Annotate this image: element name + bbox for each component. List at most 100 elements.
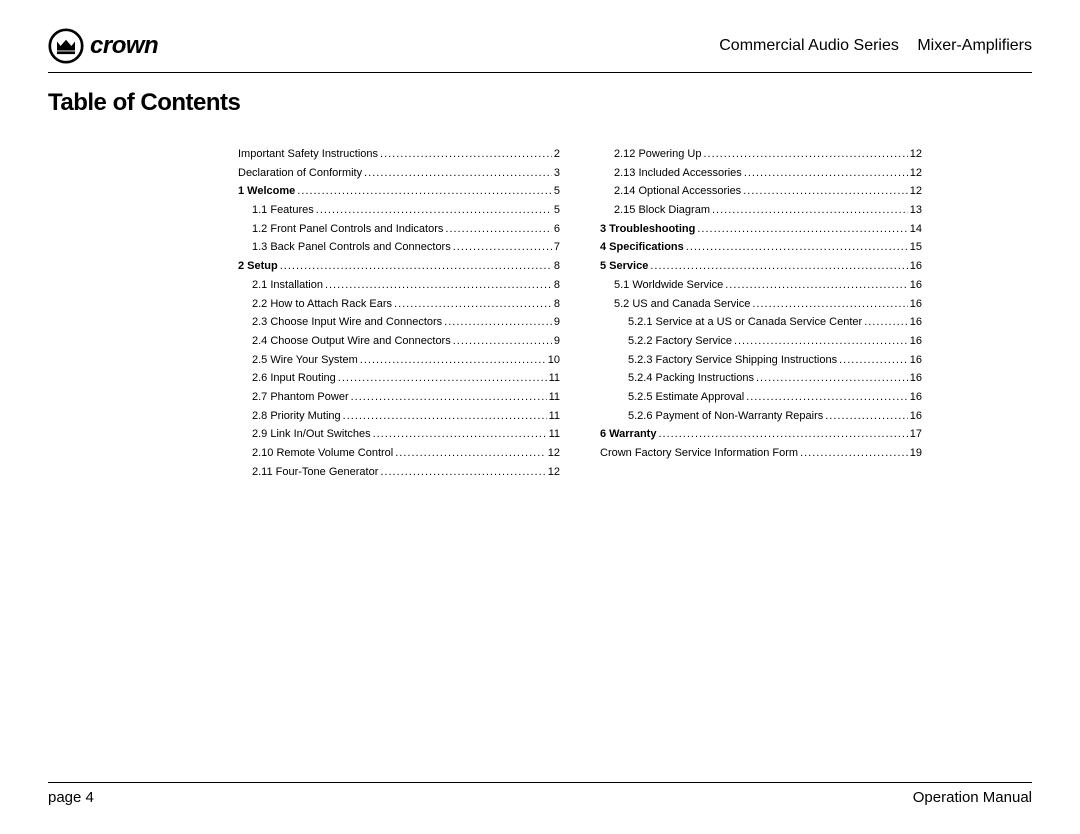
toc-entry-label: 2.6 Input Routing [252,369,336,388]
toc-entry-page: 16 [910,388,922,407]
header-right: Commercial Audio Series Mixer-Amplifiers [719,37,1032,55]
toc-leader-dots [800,444,908,463]
toc-entry-label: 2.1 Installation [252,276,323,295]
toc-entry-page: 9 [554,332,560,351]
footer-row: page 4 Operation Manual [48,789,1032,806]
toc-entry: 2.12 Powering Up 12 [600,145,922,164]
toc-entry-page: 12 [548,444,560,463]
toc-leader-dots [360,351,546,370]
toc-entry: Crown Factory Service Information Form 1… [600,444,922,463]
product-label: Mixer-Amplifiers [917,37,1032,54]
toc-leader-dots [395,444,546,463]
toc-leader-dots [650,257,907,276]
toc-entry-page: 16 [910,257,922,276]
toc-leader-dots [325,276,552,295]
toc-entry-label: 2.5 Wire Your System [252,351,358,370]
toc-leader-dots [453,332,552,351]
toc-entry-page: 12 [548,463,560,482]
series-label: Commercial Audio Series [719,37,899,54]
crown-logo-icon [48,28,84,64]
toc-column-left: Important Safety Instructions 2Declarati… [238,145,560,481]
toc-entry: 5.2 US and Canada Service 16 [600,295,922,314]
toc-leader-dots [351,388,547,407]
toc-entry-page: 11 [549,425,560,444]
toc-entry-label: 2.3 Choose Input Wire and Connectors [252,313,442,332]
toc-leader-dots [364,164,552,183]
toc-entry-page: 17 [910,425,922,444]
toc-leader-dots [864,313,908,332]
toc-leader-dots [343,407,547,426]
toc-entry: Important Safety Instructions 2 [238,145,560,164]
toc-entry: 3 Troubleshooting 14 [600,220,922,239]
toc-entry: Declaration of Conformity 3 [238,164,560,183]
toc-leader-dots [658,425,907,444]
toc-leader-dots [743,182,908,201]
toc-entry-label: 2 Setup [238,257,278,276]
toc-entry-label: 6 Warranty [600,425,656,444]
toc-entry-label: 5.1 Worldwide Service [614,276,723,295]
toc-entry: 2 Setup 8 [238,257,560,276]
toc-leader-dots [734,332,908,351]
toc-entry-page: 9 [554,313,560,332]
toc-leader-dots [712,201,908,220]
toc-entry: 2.2 How to Attach Rack Ears 8 [238,295,560,314]
toc-entry: 2.4 Choose Output Wire and Connectors 9 [238,332,560,351]
toc-leader-dots [839,351,908,370]
toc-entry-label: Important Safety Instructions [238,145,378,164]
footer-rule [48,782,1032,783]
toc-entry: 2.5 Wire Your System 10 [238,351,560,370]
toc-entry-label: 4 Specifications [600,238,684,257]
toc-entry: 2.14 Optional Accessories 12 [600,182,922,201]
toc-entry-page: 5 [554,201,560,220]
toc-leader-dots [373,425,547,444]
toc-entry: 5.2.3 Factory Service Shipping Instructi… [600,351,922,370]
toc-entry-label: 2.9 Link In/Out Switches [252,425,371,444]
toc-entry-label: 5.2.6 Payment of Non-Warranty Repairs [628,407,823,426]
toc-entry-label: Declaration of Conformity [238,164,362,183]
toc-entry-label: 5.2.5 Estimate Approval [628,388,744,407]
toc-entry: 5.2.2 Factory Service 16 [600,332,922,351]
toc-entry-page: 3 [554,164,560,183]
toc-entry: 2.3 Choose Input Wire and Connectors 9 [238,313,560,332]
toc-entry-page: 7 [554,238,560,257]
toc-column-right: 2.12 Powering Up 122.13 Included Accesso… [600,145,922,481]
toc-entry-label: 2.14 Optional Accessories [614,182,741,201]
toc-entry-label: 2.11 Four-Tone Generator [252,463,378,482]
toc-entry: 1.2 Front Panel Controls and Indicators … [238,220,560,239]
toc-entry-page: 12 [910,145,922,164]
toc-entry: 2.6 Input Routing 11 [238,369,560,388]
toc-entry: 2.8 Priority Muting 11 [238,407,560,426]
toc-entry-page: 16 [910,407,922,426]
toc-entry-page: 11 [549,388,560,407]
toc-leader-dots [725,276,908,295]
footer-manual-label: Operation Manual [913,789,1032,806]
toc-entry-page: 8 [554,295,560,314]
toc-leader-dots [746,388,908,407]
page-container: crown Commercial Audio Series Mixer-Ampl… [0,0,1080,834]
toc-entry-label: 3 Troubleshooting [600,220,695,239]
toc-entry: 2.1 Installation 8 [238,276,560,295]
toc-entry-label: Crown Factory Service Information Form [600,444,798,463]
toc-leader-dots [744,164,908,183]
toc-entry-page: 8 [554,276,560,295]
toc-entry-label: 2.13 Included Accessories [614,164,742,183]
toc-entry-page: 6 [554,220,560,239]
footer-page-number: page 4 [48,789,94,806]
toc-entry-label: 2.2 How to Attach Rack Ears [252,295,392,314]
toc-entry-label: 5.2.3 Factory Service Shipping Instructi… [628,351,837,370]
toc-entry-label: 1.2 Front Panel Controls and Indicators [252,220,443,239]
toc-entry-page: 11 [549,369,560,388]
toc-entry-page: 19 [910,444,922,463]
toc-leader-dots [280,257,552,276]
toc-entry: 5.2.1 Service at a US or Canada Service … [600,313,922,332]
toc-entry-label: 1.1 Features [252,201,314,220]
toc-entry: 5.2.5 Estimate Approval 16 [600,388,922,407]
toc-entry-label: 2.4 Choose Output Wire and Connectors [252,332,451,351]
toc-columns: Important Safety Instructions 2Declarati… [48,145,1032,481]
toc-entry: 5.1 Worldwide Service 16 [600,276,922,295]
toc-entry-page: 10 [548,351,560,370]
toc-entry: 4 Specifications 15 [600,238,922,257]
toc-title: Table of Contents [48,89,1032,117]
toc-entry-label: 2.12 Powering Up [614,145,701,164]
toc-entry-page: 16 [910,295,922,314]
